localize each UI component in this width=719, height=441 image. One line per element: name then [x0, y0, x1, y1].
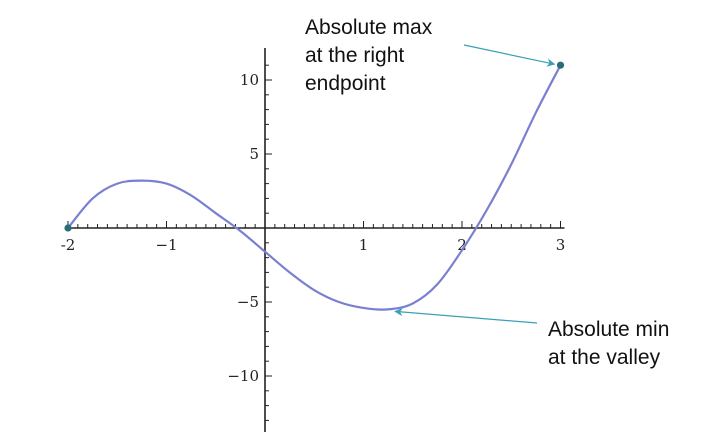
x-tick-label: 3	[556, 236, 566, 254]
series-line-0	[67, 64, 562, 311]
annotation-arrows	[394, 44, 556, 324]
annotation-max: Absolute max at the right endpoint	[305, 16, 433, 95]
x-tick-label: -2	[61, 236, 76, 254]
y-tick-label: 10	[240, 71, 259, 89]
y-tick-label: −5	[237, 293, 259, 311]
series-curve	[67, 64, 562, 311]
endpoint-marker	[64, 224, 72, 232]
y-tick-label: 5	[249, 145, 259, 163]
endpoints	[64, 61, 565, 232]
x-tick-label: −1	[155, 236, 177, 254]
x-tick-label: 1	[359, 236, 369, 254]
annotation-min: Absolute min at the valley	[548, 318, 670, 369]
y-tick-label: −10	[227, 367, 259, 385]
arrow-max	[463, 44, 556, 67]
tick-labels: -2 −1 1 2 3 10 5 −5 −10	[61, 71, 566, 385]
axes	[66, 48, 565, 432]
endpoint-marker	[556, 61, 565, 69]
x-tick-label: 2	[457, 236, 467, 254]
arrow-min	[394, 307, 538, 324]
